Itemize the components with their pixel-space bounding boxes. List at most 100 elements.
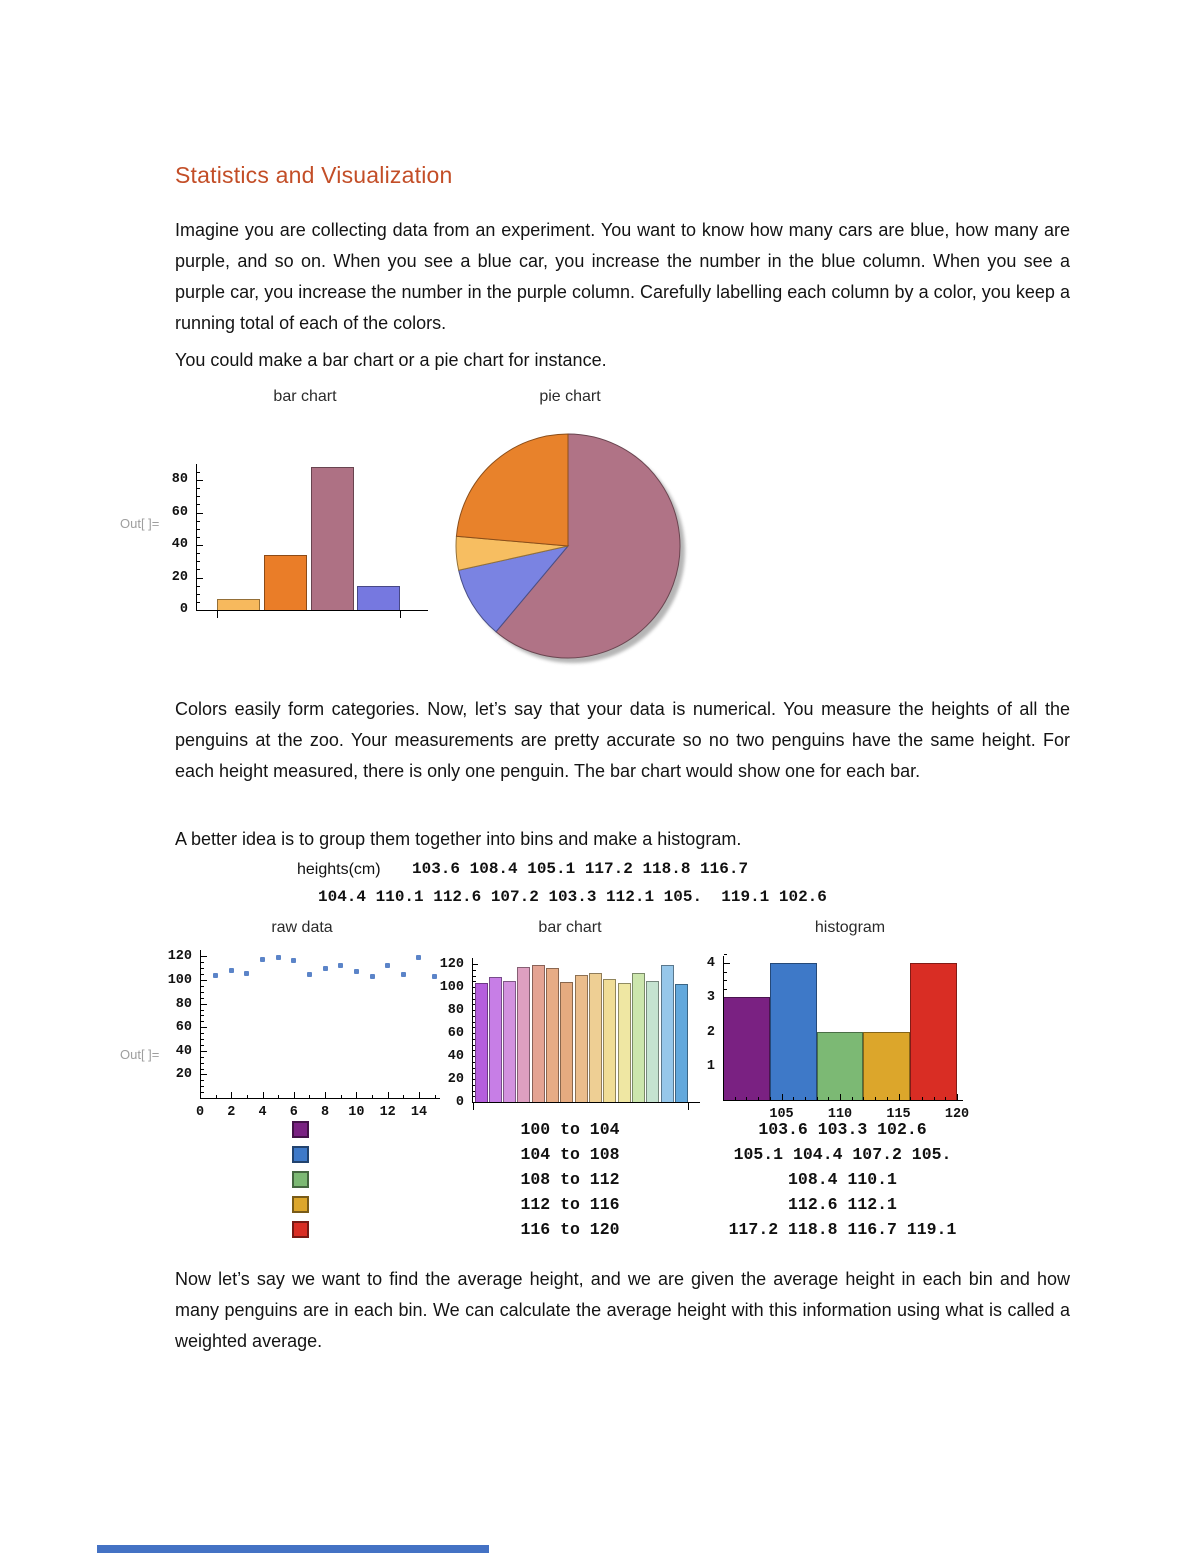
bar [617,983,631,1103]
x-major-tick [781,1094,783,1100]
x-major-tick [418,1092,420,1098]
y-minor-tick [473,1067,476,1069]
y-minor-tick [197,504,200,506]
x-minor-tick [933,1097,935,1100]
y-tick-label: 80 [447,1003,464,1018]
x-tick-label: 110 [827,1107,853,1122]
bar [517,967,531,1103]
legend-swatch [292,1146,309,1163]
y-minor-tick [201,1092,204,1094]
x-axis [472,1102,700,1103]
x-major-tick [293,1092,295,1098]
y-minor-tick [201,1044,204,1046]
y-minor-tick [201,1033,204,1035]
scatter-point [385,963,391,969]
y-minor-tick [473,1050,476,1052]
y-minor-tick [201,985,204,987]
x-minor-tick [372,1095,374,1098]
y-major-tick [201,956,207,958]
x-minor-tick [734,1097,736,1100]
y-tick-label: 100 [439,980,464,995]
histogram-bar [863,1031,911,1101]
x-minor-tick [793,1097,795,1100]
y-major-tick [201,1003,207,1005]
y-major-tick [201,1027,207,1029]
paragraph-categories: Colors easily form categories. Now, let’… [175,699,1070,781]
y-major-tick [201,980,207,981]
y-tick-label: 20 [171,569,188,585]
bar [546,967,560,1103]
y-tick-label: 0 [179,602,188,617]
y-minor-tick [197,520,200,522]
bar [488,977,502,1103]
scatter-point [306,972,312,978]
histogram-title: histogram [814,919,886,936]
legend-bin-values: 112.6 112.1 [788,1195,897,1214]
paragraph-intro: Imagine you are collecting data from an … [175,220,1070,333]
bar [660,965,674,1103]
x-minor-tick [851,1097,853,1100]
x-minor-tick [769,1097,771,1100]
histogram-bar [769,963,817,1101]
x-minor-tick [875,1097,877,1100]
x-minor-tick [278,1095,280,1098]
x-tick-label: 115 [886,1107,911,1122]
y-tick-label: 80 [171,472,188,487]
y-minor-tick [473,1084,476,1086]
y-tick-label: 4 [706,956,715,971]
bar [560,981,574,1103]
bar [589,972,603,1103]
bar-chart-title: bar chart [273,388,337,405]
y-major-tick [197,512,203,514]
scatter-point [275,955,281,961]
legend-bin-label: 112 to 116 [520,1195,620,1214]
scatter-point [213,973,219,979]
x-minor-tick [945,1097,947,1100]
scatter-point [432,974,438,980]
x-minor-tick [828,1097,830,1100]
x-minor-tick [804,1097,806,1100]
y-major-tick [197,480,203,481]
y-minor-tick [201,974,204,976]
legend-bin-values: 108.4 110.1 [788,1170,897,1189]
histogram-bar [910,963,957,1101]
y-minor-tick [473,998,476,1000]
pie-slice [458,545,570,633]
x-tick-label: 14 [410,1105,428,1120]
y-tick-label: 20 [447,1072,464,1087]
legend-swatch [292,1196,309,1213]
legend-bin-values: 117.2 118.8 116.7 119.1 [728,1220,957,1239]
x-major-tick [231,1092,233,1098]
pie-slice [495,433,681,659]
y-minor-tick [197,488,200,490]
y-minor-tick [473,1027,476,1029]
x-category-tick [217,611,218,618]
x-tick-label: 4 [258,1105,267,1120]
scatter-point [353,969,359,974]
y-tick-label: 60 [171,504,188,520]
y-minor-tick [473,1038,476,1040]
y-tick-label: 40 [171,537,188,552]
y-minor-tick [197,496,200,498]
pie-chart-title: pie chart [539,388,601,405]
y-axis [723,956,724,1101]
y-minor-tick [473,969,476,971]
heights-bar-title: bar chart [538,919,602,936]
x-minor-tick [863,1097,865,1100]
x-tick-label: 120 [944,1107,970,1122]
pie-slice [455,433,569,547]
x-minor-tick [910,1097,912,1100]
bar [310,467,354,611]
y-tick-label: 120 [439,957,464,972]
x-major-tick [262,1092,264,1098]
y-tick-label: 40 [447,1049,464,1064]
car-colors-pie-chart [455,433,685,663]
y-axis [200,950,201,1099]
y-minor-tick [201,991,204,993]
page-title: Statistics and Visualization [175,162,453,188]
x-minor-tick [246,1095,248,1098]
histogram-bar [723,997,770,1101]
y-minor-tick [197,569,200,571]
y-minor-tick [473,1096,476,1098]
y-minor-tick [473,975,476,977]
